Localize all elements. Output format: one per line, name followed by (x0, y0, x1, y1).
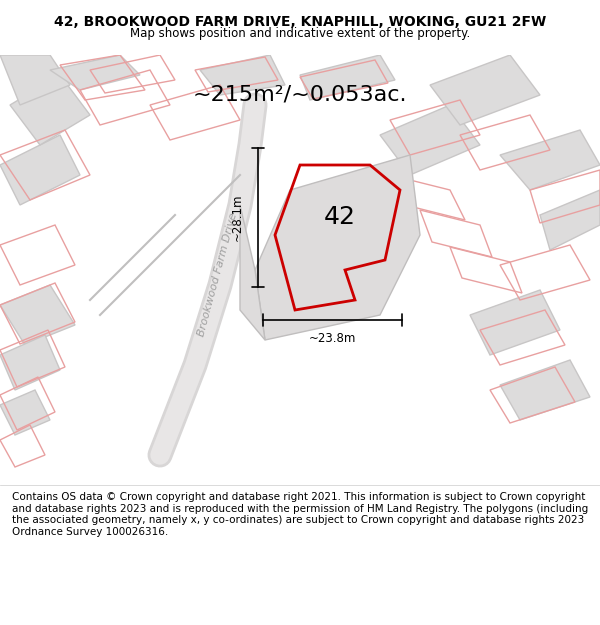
Text: ~215m²/~0.053ac.: ~215m²/~0.053ac. (193, 85, 407, 105)
Text: 42, BROOKWOOD FARM DRIVE, KNAPHILL, WOKING, GU21 2FW: 42, BROOKWOOD FARM DRIVE, KNAPHILL, WOKI… (54, 16, 546, 29)
Polygon shape (240, 205, 265, 340)
Polygon shape (0, 285, 75, 345)
Text: ~23.8m: ~23.8m (309, 332, 356, 345)
Polygon shape (500, 360, 590, 420)
Polygon shape (380, 105, 480, 175)
Polygon shape (10, 75, 90, 145)
Polygon shape (540, 190, 600, 250)
Text: Contains OS data © Crown copyright and database right 2021. This information is : Contains OS data © Crown copyright and d… (12, 492, 588, 537)
Polygon shape (200, 55, 285, 95)
Text: Map shows position and indicative extent of the property.: Map shows position and indicative extent… (130, 27, 470, 39)
Text: ~28.1m: ~28.1m (231, 194, 244, 241)
Polygon shape (470, 290, 560, 355)
Polygon shape (0, 390, 50, 435)
Polygon shape (0, 55, 70, 105)
Text: 42: 42 (324, 205, 356, 229)
Polygon shape (0, 335, 60, 390)
Polygon shape (50, 55, 140, 90)
Text: Brookwood Farm Drive: Brookwood Farm Drive (197, 212, 239, 338)
Polygon shape (430, 55, 540, 125)
Polygon shape (500, 130, 600, 190)
Polygon shape (300, 55, 395, 100)
Polygon shape (255, 155, 420, 340)
Polygon shape (0, 135, 80, 205)
